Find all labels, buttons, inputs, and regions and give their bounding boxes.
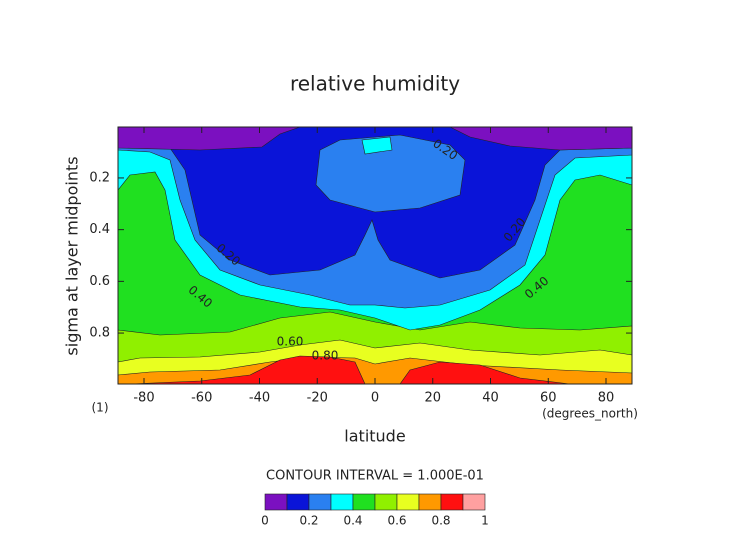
y-tick-label: 0.4 — [89, 222, 110, 237]
x-tick-label: -20 — [307, 391, 328, 406]
x-tick-label: -80 — [133, 391, 154, 406]
y-tick-label: 0.2 — [89, 170, 110, 185]
contour-label: 0.60 — [277, 335, 304, 349]
colorbar-tick-label: 1 — [481, 514, 489, 528]
x-tick-label: -40 — [249, 391, 270, 406]
colorbar-tick-label: 0.4 — [343, 514, 362, 528]
contour-band — [315, 134, 466, 213]
x-tick-label: 80 — [598, 391, 615, 406]
contour-field — [117, 126, 633, 385]
colorbar-title: CONTOUR INTERVAL = 1.000E-01 — [266, 469, 484, 484]
contour-band — [129, 355, 366, 385]
y-tick-label: 0.8 — [89, 326, 110, 341]
colorbar-cell — [308, 493, 332, 511]
contour-label: 0.80 — [312, 349, 339, 363]
colorbar-cell — [330, 493, 354, 511]
colorbar-cell — [418, 493, 442, 511]
x-units: (degrees_north) — [542, 407, 638, 421]
x-axis-label: latitude — [344, 427, 405, 446]
x-tick-label: -60 — [191, 391, 212, 406]
colorbar-cell — [286, 493, 310, 511]
y-tick-label: 0.6 — [89, 274, 110, 289]
x-tick-label: 0 — [371, 391, 379, 406]
x-tick-label: 20 — [424, 391, 441, 406]
colorbar-tick-label: 0 — [261, 514, 269, 528]
x-tick-label: 60 — [540, 391, 557, 406]
y-units: (1) — [92, 401, 109, 415]
colorbar-cell — [462, 493, 486, 511]
x-tick-label: 40 — [482, 391, 499, 406]
contour-band — [361, 136, 393, 155]
colorbar-cell — [440, 493, 464, 511]
chart-title: relative humidity — [290, 72, 460, 96]
colorbar-tick-label: 0.2 — [299, 514, 318, 528]
y-axis-label: sigma at layer midpoints — [63, 156, 82, 355]
colorbar-cell — [374, 493, 398, 511]
colorbar-tick-label: 0.8 — [431, 514, 450, 528]
colorbar-tick-label: 0.6 — [387, 514, 406, 528]
colorbar-cell — [352, 493, 376, 511]
colorbar-cell — [264, 493, 288, 511]
colorbar-cell — [396, 493, 420, 511]
